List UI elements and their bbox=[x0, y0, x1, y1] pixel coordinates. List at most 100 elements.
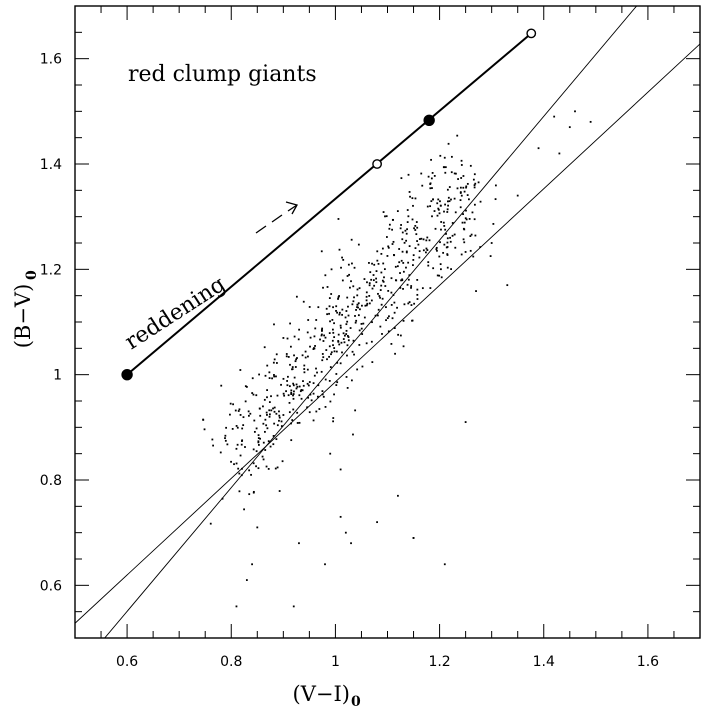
data-point bbox=[338, 248, 341, 251]
data-point bbox=[463, 241, 466, 244]
data-point bbox=[298, 328, 301, 331]
data-point bbox=[294, 366, 297, 368]
data-point bbox=[278, 416, 281, 419]
data-point bbox=[329, 452, 332, 455]
data-point bbox=[322, 395, 325, 398]
data-point bbox=[446, 246, 449, 248]
data-point bbox=[307, 355, 309, 358]
data-point bbox=[304, 350, 307, 353]
data-point bbox=[335, 309, 337, 312]
data-point bbox=[287, 394, 290, 397]
data-point bbox=[489, 255, 492, 257]
data-point bbox=[391, 317, 394, 320]
data-point bbox=[405, 266, 407, 269]
data-point bbox=[392, 294, 395, 297]
data-point bbox=[425, 247, 428, 250]
data-point bbox=[401, 231, 404, 234]
data-point bbox=[328, 380, 331, 382]
data-point bbox=[236, 426, 239, 429]
data-point bbox=[339, 515, 342, 518]
data-point bbox=[358, 329, 361, 332]
data-point bbox=[437, 208, 440, 211]
data-point bbox=[453, 197, 456, 200]
data-point bbox=[387, 330, 390, 333]
data-point bbox=[464, 421, 467, 423]
data-point bbox=[265, 424, 268, 427]
data-point bbox=[386, 236, 388, 238]
data-point bbox=[298, 421, 301, 424]
data-point bbox=[391, 228, 394, 231]
data-point bbox=[418, 238, 421, 240]
data-point bbox=[276, 466, 279, 469]
data-point bbox=[469, 249, 472, 252]
data-point bbox=[469, 164, 472, 167]
data-point bbox=[268, 415, 271, 418]
data-point bbox=[211, 438, 214, 441]
data-point bbox=[449, 240, 452, 243]
data-point bbox=[275, 438, 278, 441]
data-point bbox=[266, 389, 269, 392]
data-point bbox=[347, 339, 350, 342]
data-point bbox=[328, 312, 330, 315]
data-point bbox=[402, 262, 405, 264]
data-point bbox=[358, 344, 361, 346]
data-point bbox=[462, 238, 465, 241]
data-point bbox=[470, 233, 473, 236]
data-point bbox=[282, 392, 285, 395]
data-point bbox=[468, 198, 470, 201]
data-point bbox=[262, 458, 265, 461]
data-point bbox=[325, 349, 328, 351]
data-point bbox=[293, 376, 296, 379]
data-point bbox=[399, 227, 402, 230]
data-point bbox=[226, 443, 229, 446]
data-point bbox=[346, 344, 349, 347]
data-point bbox=[368, 284, 371, 287]
data-point bbox=[294, 360, 297, 363]
data-point bbox=[417, 243, 420, 246]
data-point bbox=[339, 468, 342, 471]
data-point bbox=[312, 382, 315, 385]
data-point bbox=[412, 259, 415, 261]
data-point bbox=[430, 177, 433, 180]
data-point bbox=[268, 409, 271, 412]
data-point bbox=[402, 319, 405, 322]
data-point bbox=[351, 303, 354, 306]
data-point bbox=[323, 334, 326, 337]
data-point bbox=[342, 338, 345, 340]
data-point bbox=[351, 350, 354, 353]
data-point bbox=[358, 287, 361, 290]
data-point bbox=[301, 389, 304, 392]
data-point bbox=[380, 284, 383, 287]
data-point bbox=[451, 234, 454, 237]
data-point bbox=[288, 411, 291, 414]
data-point bbox=[459, 186, 462, 189]
data-point bbox=[316, 371, 318, 374]
data-point bbox=[328, 355, 330, 358]
data-point bbox=[263, 346, 266, 349]
data-point bbox=[278, 490, 281, 492]
data-point bbox=[242, 416, 245, 419]
data-point bbox=[439, 154, 442, 157]
data-point bbox=[268, 401, 271, 403]
data-point bbox=[420, 172, 423, 175]
data-point bbox=[289, 322, 292, 325]
data-point bbox=[454, 246, 457, 249]
data-point bbox=[471, 211, 474, 214]
data-point bbox=[347, 314, 350, 317]
data-point bbox=[269, 445, 272, 448]
data-point bbox=[381, 247, 384, 250]
data-point bbox=[440, 276, 443, 279]
data-point bbox=[397, 333, 400, 336]
data-point bbox=[308, 306, 311, 308]
data-point bbox=[235, 605, 238, 608]
data-point bbox=[339, 324, 342, 327]
data-point bbox=[399, 286, 402, 289]
data-point bbox=[415, 233, 418, 236]
data-point bbox=[225, 426, 228, 429]
data-point bbox=[436, 214, 439, 217]
data-point bbox=[411, 218, 414, 221]
data-point bbox=[230, 460, 232, 463]
data-point bbox=[411, 197, 414, 200]
data-point bbox=[244, 446, 246, 448]
data-point bbox=[444, 203, 446, 206]
